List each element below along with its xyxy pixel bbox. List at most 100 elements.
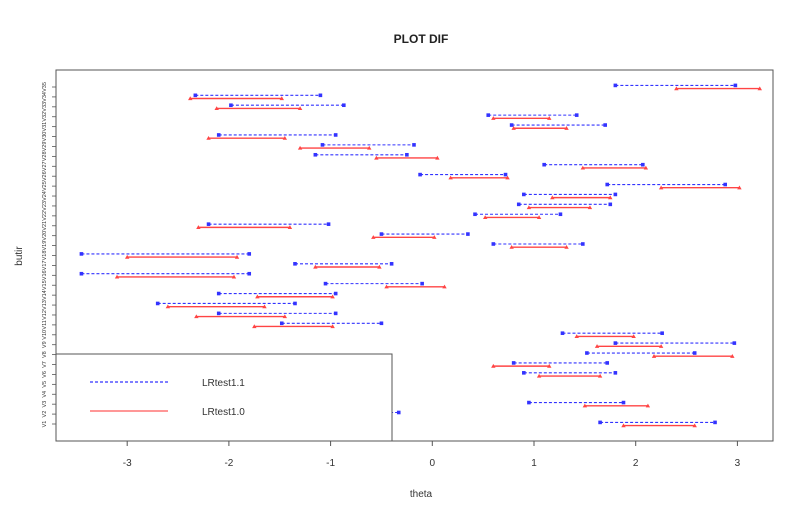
dif-point-high xyxy=(247,271,252,276)
dif-point-low xyxy=(374,155,379,160)
dif-point-high xyxy=(737,185,742,190)
y-tick-label: V34 xyxy=(42,92,48,102)
y-tick-label: V24 xyxy=(42,191,48,201)
y-tick-label: V17 xyxy=(42,261,48,271)
dif-point-high xyxy=(733,83,738,88)
dif-point-high xyxy=(412,143,416,147)
dif-point-low xyxy=(491,116,496,120)
y-tick-label: V10 xyxy=(42,330,48,340)
y-tick-label: V6 xyxy=(42,371,48,378)
dif-point-low xyxy=(511,361,516,365)
dif-point-low xyxy=(536,373,542,378)
dif-point-low xyxy=(216,133,221,137)
dif-point-high xyxy=(536,215,542,220)
dif-point-low xyxy=(252,324,257,329)
dif-point-low xyxy=(582,403,588,408)
dif-point-high xyxy=(692,351,697,355)
y-tick-label: V32 xyxy=(42,112,48,122)
dif-point-high xyxy=(293,301,297,306)
dif-point-high xyxy=(279,96,284,101)
y-axis: V1V2V3V4V5V6V7V8V9V10V11V12V13V14V15V16V… xyxy=(42,82,57,428)
y-tick-label: V19 xyxy=(42,241,48,251)
legend-label-lrtest11: LRtest1.1 xyxy=(202,378,245,389)
series-layer xyxy=(79,83,762,428)
dif-point-low xyxy=(194,314,199,319)
y-tick-label: V18 xyxy=(42,251,48,261)
dif-point-low xyxy=(526,205,532,210)
dif-point-low xyxy=(320,143,325,147)
dif-point-low xyxy=(473,212,477,217)
dif-point-low xyxy=(214,106,219,111)
x-axis-label: theta xyxy=(410,489,433,500)
dif-point-low xyxy=(255,294,260,299)
dif-point-low xyxy=(279,321,284,326)
dif-point-high xyxy=(608,195,613,200)
dif-point-low xyxy=(522,371,526,375)
y-tick-label: V13 xyxy=(42,300,48,310)
y-tick-label: V26 xyxy=(42,171,48,181)
x-tick-label: 3 xyxy=(735,458,741,469)
x-tick-label: -1 xyxy=(326,458,335,469)
dif-point-high xyxy=(333,133,338,137)
dif-point-low xyxy=(585,351,589,355)
dif-point-low xyxy=(114,274,120,279)
dif-point-low xyxy=(509,244,514,249)
dif-point-high xyxy=(282,314,288,319)
dif-point-high xyxy=(505,175,510,180)
dif-point-high xyxy=(405,152,409,157)
dif-point-low xyxy=(323,281,328,286)
y-tick-label: V3 xyxy=(42,401,48,408)
legend-box xyxy=(55,353,393,442)
dif-point-high xyxy=(587,205,593,210)
dif-point-low xyxy=(193,93,198,98)
y-tick-label: V25 xyxy=(42,181,48,191)
dif-point-high xyxy=(643,165,649,170)
legend-label-lrtest10: LRtest1.0 xyxy=(202,407,245,418)
dif-point-low xyxy=(511,126,516,130)
dif-point-low xyxy=(418,172,422,177)
dif-point-low xyxy=(594,344,600,348)
y-tick-label: V1 xyxy=(42,421,48,428)
dif-point-high xyxy=(396,410,401,415)
y-tick-label: V30 xyxy=(42,132,48,142)
y-tick-label: V2 xyxy=(42,411,48,418)
dif-point-low xyxy=(384,284,389,289)
dif-point-high xyxy=(658,344,664,348)
dif-point-low xyxy=(651,354,657,358)
dif-point-high xyxy=(287,225,293,229)
dif-point-low xyxy=(674,86,679,91)
dif-point-low xyxy=(516,202,521,207)
dif-point-high xyxy=(231,274,237,279)
dif-point-high xyxy=(330,294,335,299)
y-tick-label: V7 xyxy=(42,361,48,368)
dif-point-low xyxy=(196,225,201,229)
legend: LRtest1.1 LRtest1.0 xyxy=(55,353,393,442)
y-tick-label: V12 xyxy=(42,310,48,320)
y-tick-label: V28 xyxy=(42,151,48,161)
y-tick-label: V15 xyxy=(42,280,48,290)
dif-point-high xyxy=(297,106,303,111)
series-lrtest10 xyxy=(114,86,762,428)
dif-point-high xyxy=(613,192,618,197)
dif-point-high xyxy=(234,254,240,259)
dif-point-high xyxy=(631,334,636,338)
dif-point-low xyxy=(155,301,160,306)
y-tick-label: V27 xyxy=(42,161,48,171)
y-tick-label: V4 xyxy=(42,391,48,398)
dif-point-high xyxy=(326,222,331,226)
x-tick-label: 0 xyxy=(430,458,436,469)
dif-point-high xyxy=(503,172,508,177)
y-tick-label: V14 xyxy=(42,290,48,300)
dif-point-low xyxy=(621,423,626,428)
dif-point-high xyxy=(613,371,618,375)
dif-point-low xyxy=(560,331,565,335)
dif-point-low xyxy=(229,103,233,108)
y-axis-label: butir xyxy=(14,246,25,266)
x-tick-label: 2 xyxy=(633,458,639,469)
dif-point-low xyxy=(491,242,496,246)
dif-point-high xyxy=(420,281,424,286)
dif-point-high xyxy=(318,93,323,98)
dif-point-high xyxy=(547,363,552,368)
dif-point-high xyxy=(757,86,762,91)
